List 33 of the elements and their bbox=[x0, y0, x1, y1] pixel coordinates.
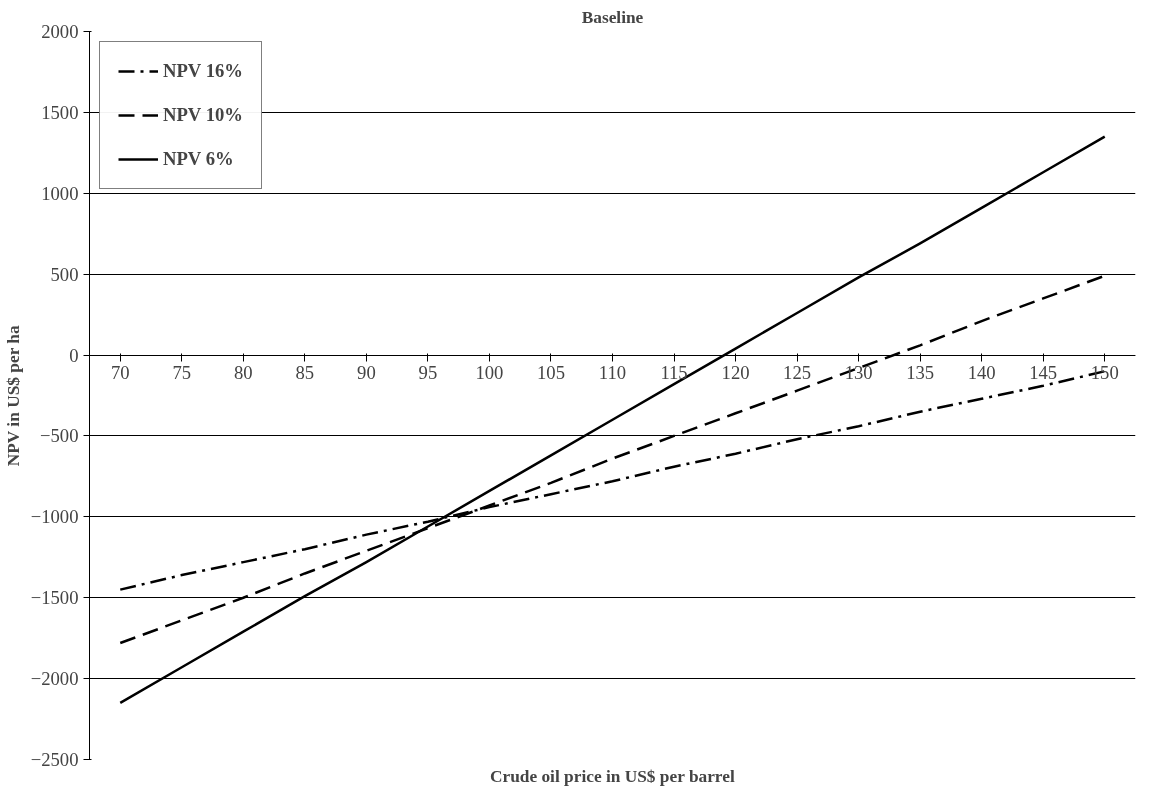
y-tick-label: −1000 bbox=[30, 506, 79, 528]
y-axis-title: NPV in US$ per ha bbox=[3, 325, 23, 467]
y-tick-label: −2500 bbox=[30, 749, 79, 770]
legend-label: NPV 10% bbox=[163, 104, 243, 126]
x-tick-label: 70 bbox=[110, 362, 130, 384]
x-tick-label: 115 bbox=[660, 362, 688, 384]
x-tick-label: 135 bbox=[906, 362, 935, 384]
y-tick-label: 1000 bbox=[41, 182, 79, 204]
legend-label: NPV 16% bbox=[163, 60, 243, 82]
x-tick-label: 130 bbox=[844, 362, 873, 384]
y-tick-label: −500 bbox=[39, 425, 79, 447]
x-tick-label: 120 bbox=[721, 362, 750, 384]
x-tick-label: 100 bbox=[475, 362, 504, 384]
x-tick-label: 145 bbox=[1029, 362, 1058, 384]
x-tick-label: 85 bbox=[295, 362, 315, 384]
y-tick-label: 500 bbox=[50, 263, 79, 285]
legend-label: NPV 6% bbox=[163, 148, 234, 170]
y-tick-label: 1500 bbox=[41, 101, 79, 123]
x-tick-label: 125 bbox=[783, 362, 812, 384]
y-tick-label: −1500 bbox=[30, 587, 79, 609]
x-tick-label: 140 bbox=[967, 362, 996, 384]
x-tick-label: 105 bbox=[536, 362, 565, 384]
x-tick-label: 75 bbox=[172, 362, 192, 384]
y-tick-label: −2000 bbox=[30, 668, 79, 690]
x-tick-label: 90 bbox=[357, 362, 376, 384]
x-axis-title: Crude oil price in US$ per barrel bbox=[489, 766, 735, 786]
y-tick-label: 0 bbox=[69, 344, 79, 366]
x-tick-label: 80 bbox=[234, 362, 253, 384]
x-tick-label: 95 bbox=[418, 362, 438, 384]
x-tick-label: 110 bbox=[598, 362, 627, 384]
chart-title: Baseline bbox=[581, 7, 644, 27]
x-tick-label: 150 bbox=[1090, 362, 1119, 384]
y-tick-label: 2000 bbox=[41, 21, 79, 42]
